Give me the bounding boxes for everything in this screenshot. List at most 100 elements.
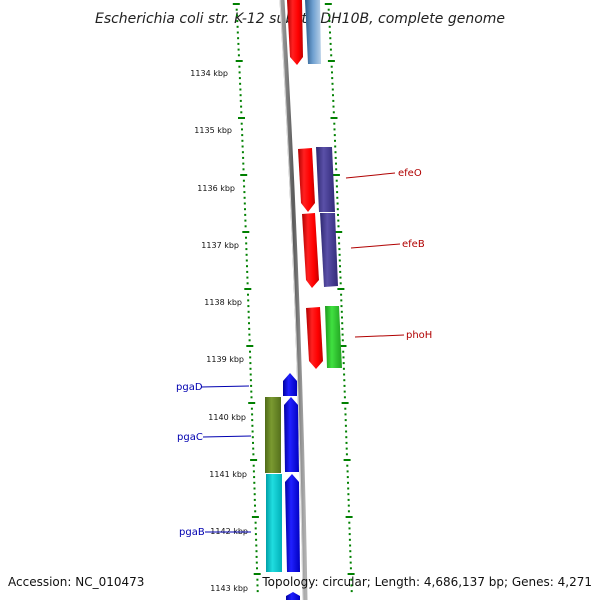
inner-tick	[250, 396, 253, 399]
inner-tick	[254, 510, 257, 513]
outer-tick	[334, 139, 336, 142]
outer-tick	[329, 48, 332, 51]
outer-tick	[347, 493, 350, 496]
backbone-highlight	[279, 0, 304, 600]
outer-tick	[336, 208, 339, 211]
inner-tick	[243, 185, 246, 188]
outer-tick	[344, 419, 347, 422]
gene-red-3[interactable]	[306, 307, 323, 369]
tick-labels: 1134 kbp 1135 kbp 1136 kbp 1137 kbp 1138…	[190, 69, 248, 593]
outer-tick	[342, 367, 345, 370]
label-pgaB[interactable]: pgaB	[179, 527, 205, 538]
inner-tick	[251, 424, 254, 427]
gene-efeO[interactable]	[316, 147, 335, 212]
gene-top-steelblue[interactable]	[305, 0, 321, 64]
gene-red-2[interactable]	[302, 213, 319, 288]
inner-tick	[244, 208, 246, 211]
outer-tick	[331, 82, 334, 85]
inner-tick	[250, 459, 258, 461]
pgaC-leader	[202, 435, 252, 438]
phoH-leader	[354, 334, 405, 338]
outer-tick	[346, 470, 349, 473]
outer-tick	[348, 538, 351, 541]
gene-red-1[interactable]	[298, 148, 315, 212]
gene-olive[interactable]	[265, 397, 281, 473]
gene-pgaC[interactable]	[284, 397, 299, 472]
efeO-leader	[345, 172, 396, 179]
inner-tick	[243, 202, 246, 205]
outer-tick	[339, 276, 342, 279]
outer-tick	[339, 265, 341, 268]
outer-tick	[332, 94, 334, 97]
label-phoH[interactable]: phoH	[406, 330, 432, 341]
outer-tick	[349, 555, 352, 558]
outer-tick	[335, 162, 337, 165]
outer-tick	[335, 185, 338, 188]
inner-tick	[240, 111, 243, 114]
outer-tick	[330, 65, 333, 68]
outer-tick	[330, 54, 333, 57]
outer-tick	[342, 350, 345, 353]
outer-tick	[344, 413, 347, 416]
inner-tick	[240, 105, 243, 108]
tick-label-1134: 1134 kbp	[190, 69, 228, 78]
outer-tick	[342, 362, 345, 365]
inner-tick	[243, 191, 246, 194]
inner-tick	[256, 584, 259, 587]
inner-tick	[238, 117, 245, 119]
inner-tick	[251, 419, 254, 422]
outer-tick	[337, 288, 345, 290]
inner-tick	[236, 25, 239, 28]
inner-tick	[253, 498, 256, 501]
inner-tick	[244, 225, 247, 228]
gene-efeB[interactable]	[320, 213, 338, 287]
inner-tick	[241, 128, 243, 131]
inner-tick	[254, 533, 257, 536]
outer-tick	[346, 464, 349, 467]
inner-tick	[256, 567, 258, 570]
outer-tick	[350, 578, 353, 581]
inner-tick	[249, 362, 252, 365]
outer-tick	[329, 42, 332, 45]
outer-tick	[347, 487, 350, 490]
label-efeB[interactable]: efeB	[402, 239, 425, 250]
inner-tick	[242, 231, 250, 233]
inner-tick	[247, 293, 249, 296]
inner-tick	[250, 390, 253, 393]
inner-tick	[249, 367, 252, 370]
label-efeO[interactable]: efeO	[398, 168, 422, 179]
tick-label-1138: 1138 kbp	[204, 298, 242, 307]
gene-phoH[interactable]	[325, 306, 342, 368]
genome-backbone	[279, 0, 308, 600]
outer-tick	[324, 3, 332, 5]
inner-tick	[251, 430, 254, 433]
label-pgaC[interactable]: pgaC	[177, 432, 203, 443]
gene-bottom-blue[interactable]	[286, 592, 300, 600]
inner-tick	[242, 168, 245, 171]
outer-tick	[338, 253, 341, 256]
tick-label-1136: 1136 kbp	[197, 184, 235, 193]
gene-pgaB[interactable]	[285, 474, 300, 572]
gene-top-red[interactable]	[287, 0, 303, 65]
inner-tick	[232, 3, 240, 5]
label-pgaD[interactable]: pgaD	[176, 382, 203, 393]
inner-tick	[245, 242, 248, 245]
gene-pgaD[interactable]	[283, 373, 297, 396]
inner-tick	[235, 60, 243, 62]
inner-tick	[241, 151, 244, 154]
outer-tick	[347, 510, 350, 513]
inner-tick	[237, 48, 240, 51]
gene-cyan[interactable]	[266, 474, 282, 572]
inner-tick	[244, 288, 252, 290]
outer-tick	[348, 527, 351, 530]
outer-tick	[335, 231, 343, 233]
outer-tick	[341, 333, 344, 336]
outer-tick	[347, 481, 349, 484]
inner-tick	[251, 516, 259, 518]
outer-tick	[345, 447, 348, 450]
outer-tick	[328, 25, 331, 28]
outer-tick	[343, 373, 346, 376]
outer-tick	[345, 516, 353, 518]
outer-tick	[340, 305, 343, 308]
